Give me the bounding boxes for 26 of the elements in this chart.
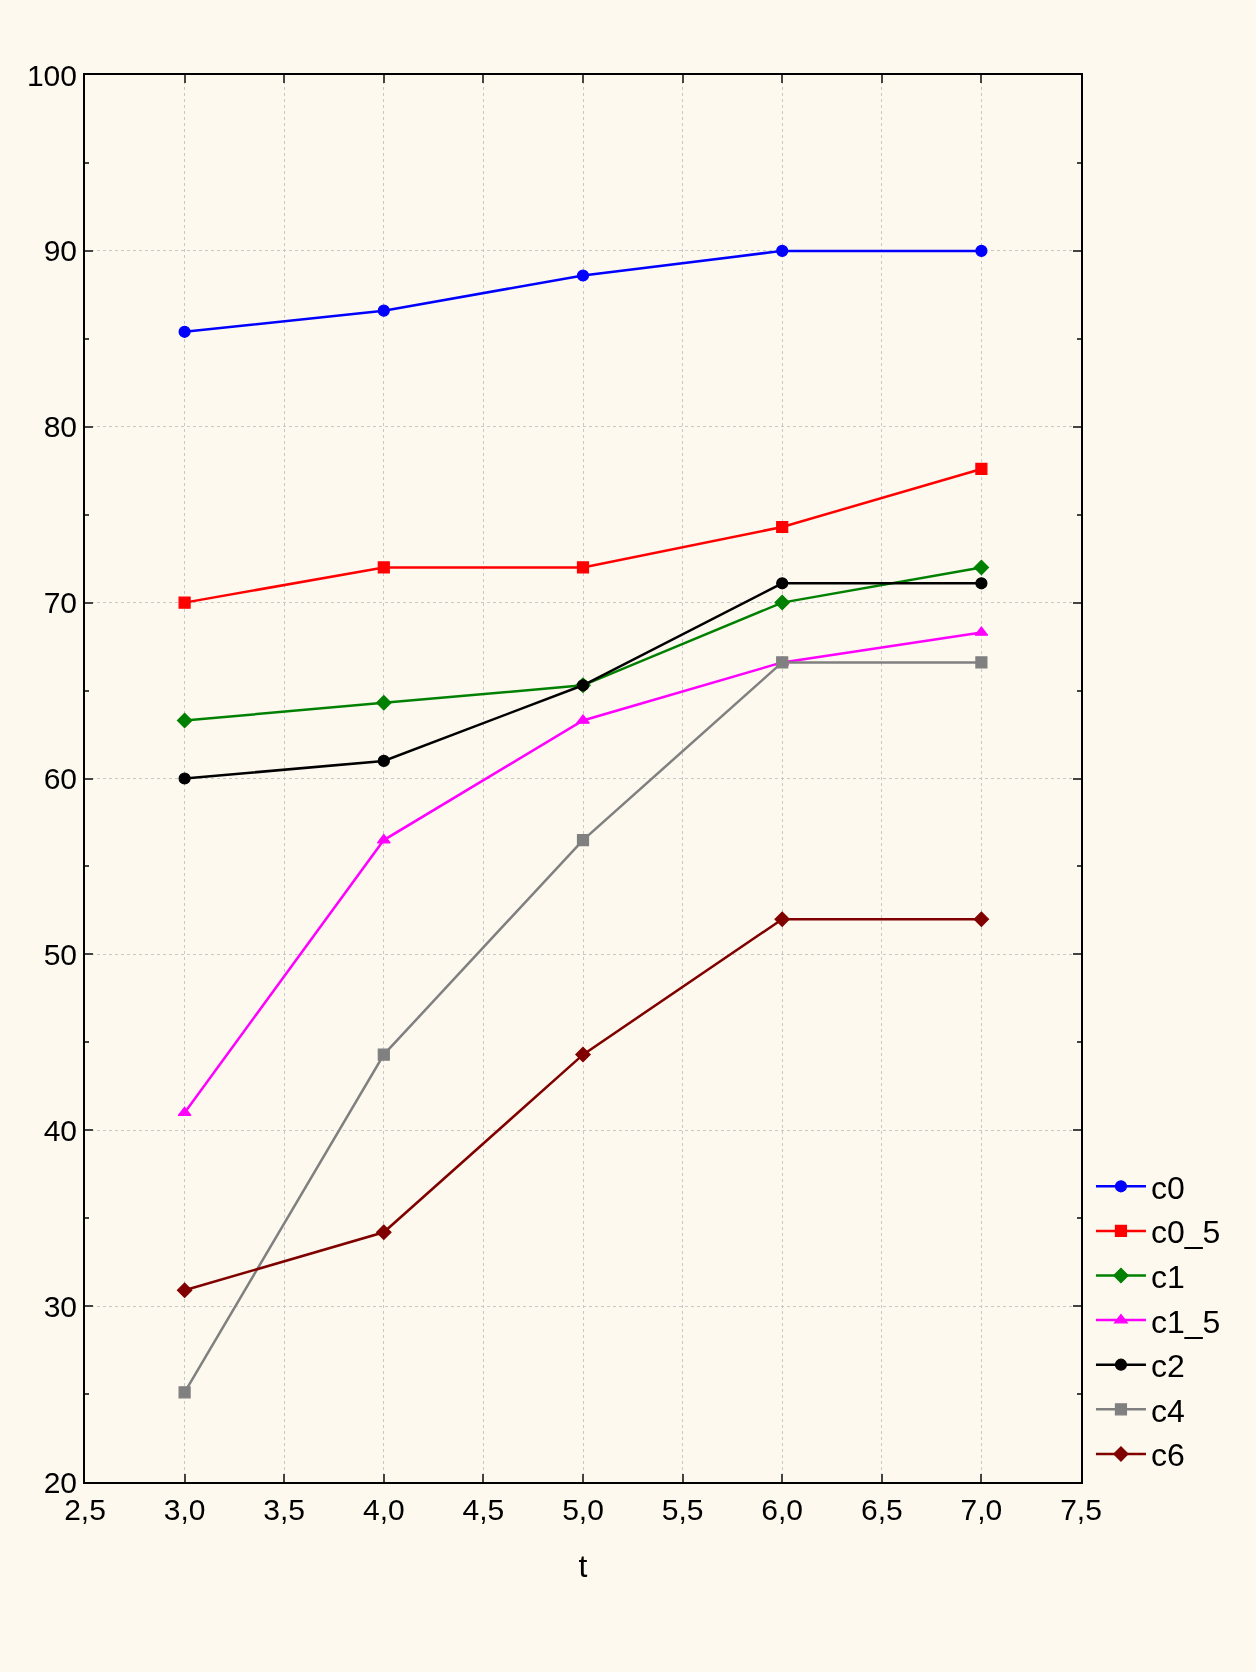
x-tick-label: 6,0	[761, 1493, 804, 1526]
y-tick-label: 100	[26, 58, 77, 92]
y-tick-label: 80	[43, 410, 77, 444]
x-tick-label: 4,0	[362, 1493, 405, 1526]
y-tick-label: 70	[43, 586, 77, 620]
x-axis-title: t	[578, 1548, 588, 1585]
y-tick-label: 50	[43, 937, 77, 971]
x-tick-label: 3,0	[163, 1493, 206, 1526]
legend-label: c1_5	[1150, 1303, 1221, 1340]
x-tick-label: 5,0	[562, 1493, 604, 1526]
y-tick-label: 90	[43, 234, 77, 268]
legend-label: c4	[1150, 1392, 1185, 1429]
x-tick-label: 6,5	[860, 1493, 903, 1526]
x-tick-label: 5,5	[661, 1493, 704, 1526]
y-tick-label: 40	[43, 1113, 77, 1147]
legend-label: c6	[1150, 1437, 1185, 1474]
legend-label: c0	[1150, 1169, 1185, 1206]
x-tick-label: 7,5	[1060, 1493, 1102, 1526]
x-tick-label: 3,5	[263, 1493, 306, 1526]
legend-label: c1	[1150, 1258, 1185, 1295]
legend-label: c0_5	[1150, 1214, 1221, 1251]
x-tick-label: 4,5	[462, 1493, 505, 1526]
x-tick-label: 7,0	[960, 1493, 1003, 1526]
y-tick-label: 30	[43, 1289, 77, 1323]
y-tick-label: 60	[43, 762, 77, 795]
legend-label: c2	[1150, 1348, 1185, 1385]
